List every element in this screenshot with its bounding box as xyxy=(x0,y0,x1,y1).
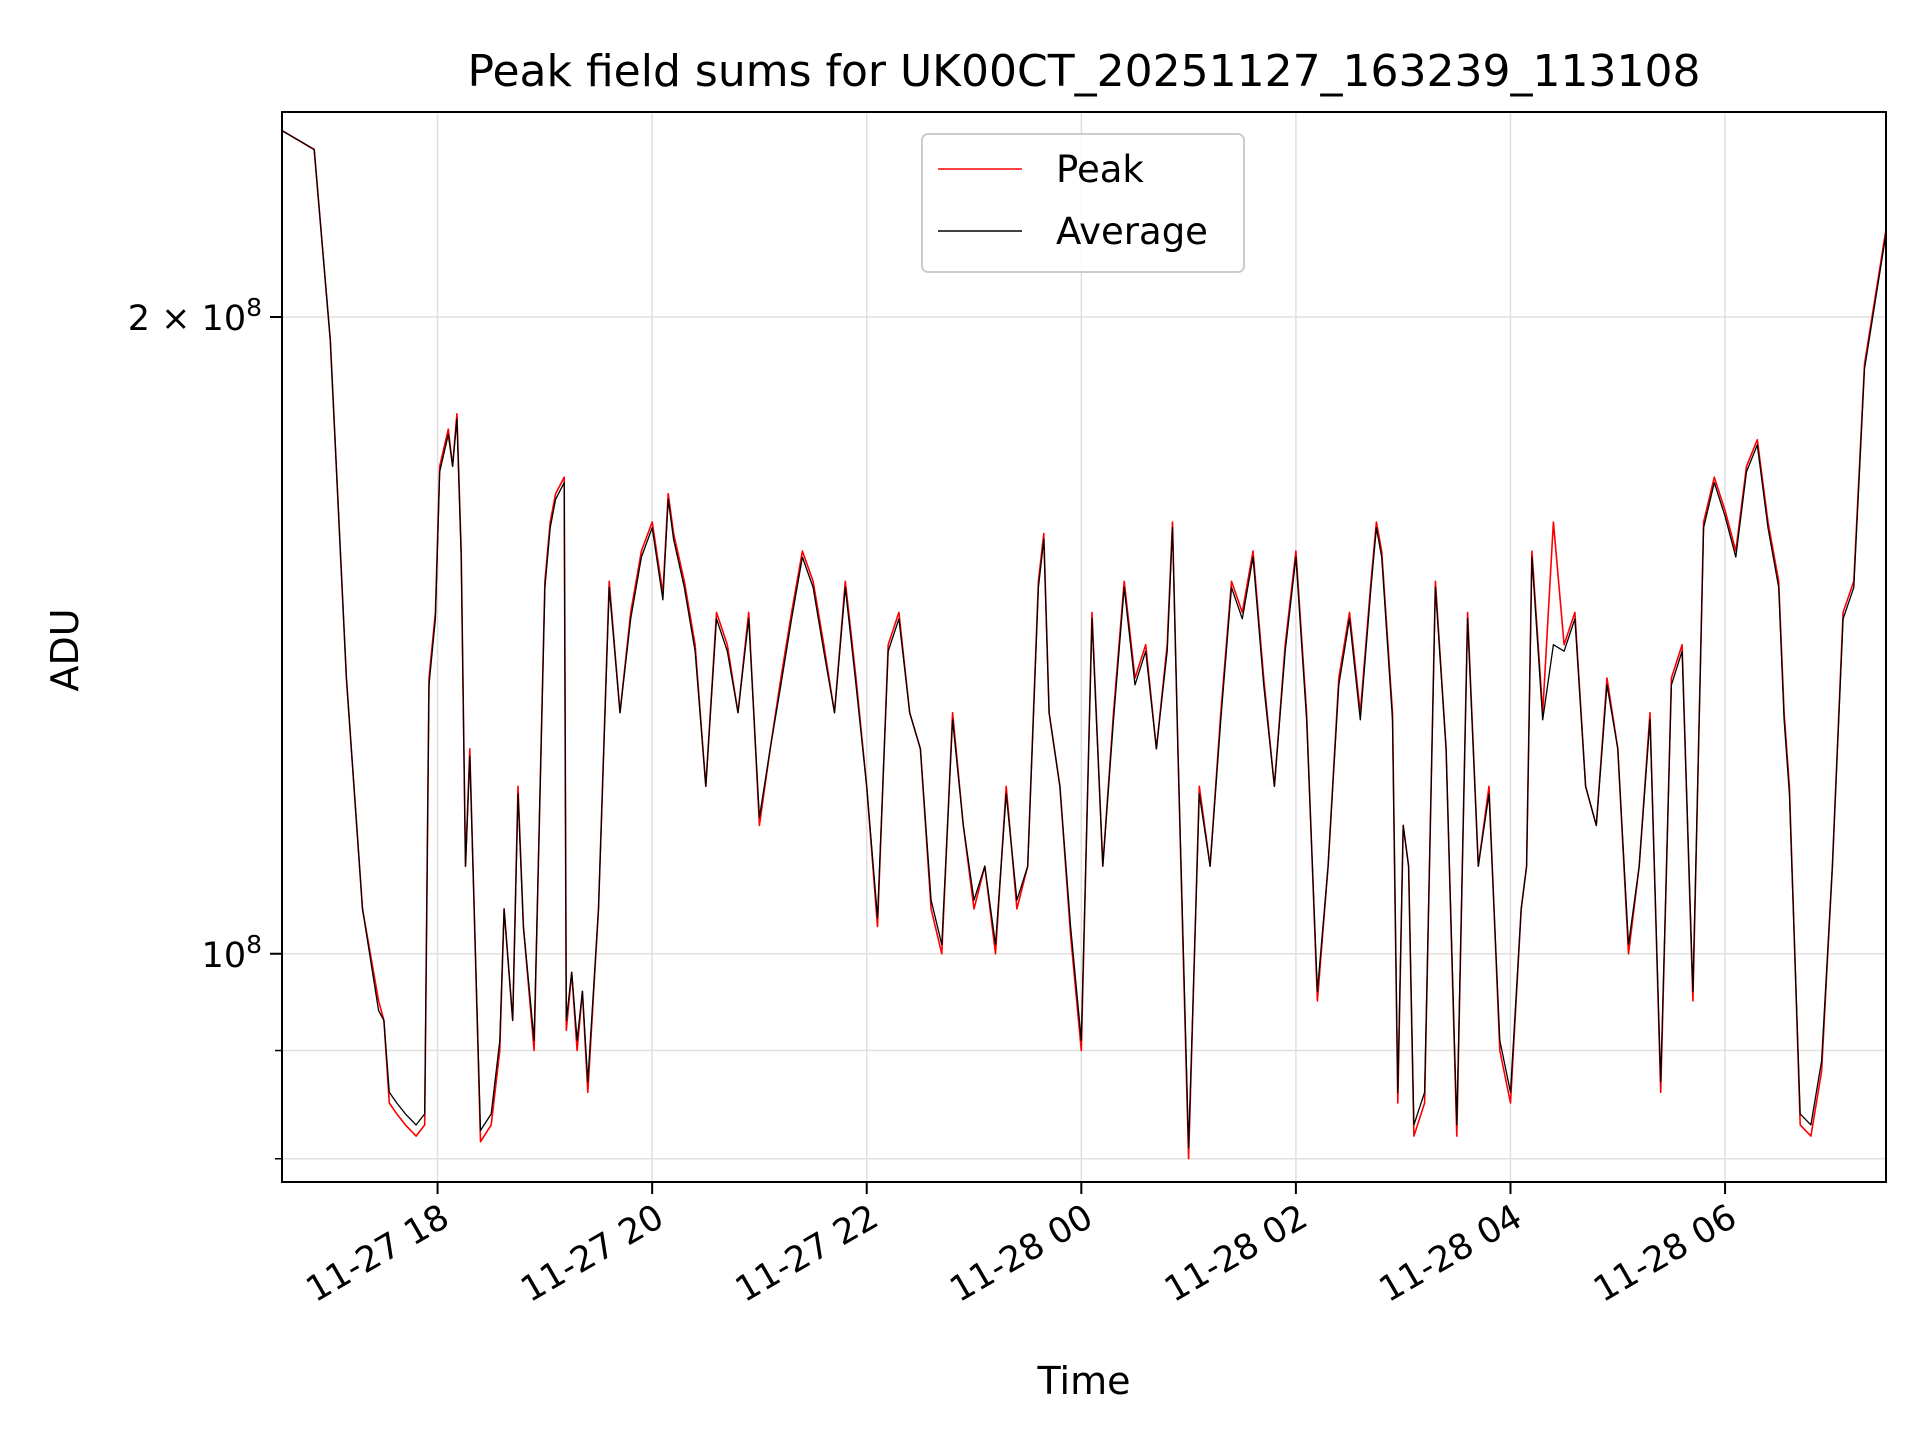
x-axis-label: Time xyxy=(1037,1359,1131,1403)
y-tick-label: 108 xyxy=(202,930,262,976)
grid-layer xyxy=(282,112,1886,1182)
y-axis: 108 2 × 108 xyxy=(128,293,282,1160)
y-tick-label: 2 × 108 xyxy=(128,293,262,339)
plot-frame xyxy=(281,111,1887,1183)
legend: Peak Average xyxy=(921,133,1245,273)
series-layer xyxy=(282,129,1886,1160)
y-axis-label: ADU xyxy=(43,608,87,691)
legend-average-label: Average xyxy=(1056,210,1208,253)
chart-title: Peak field sums for UK00CT_20251127_1632… xyxy=(468,46,1701,97)
legend-peak-label: Peak xyxy=(1056,148,1144,191)
series-line-average xyxy=(282,130,1886,1148)
